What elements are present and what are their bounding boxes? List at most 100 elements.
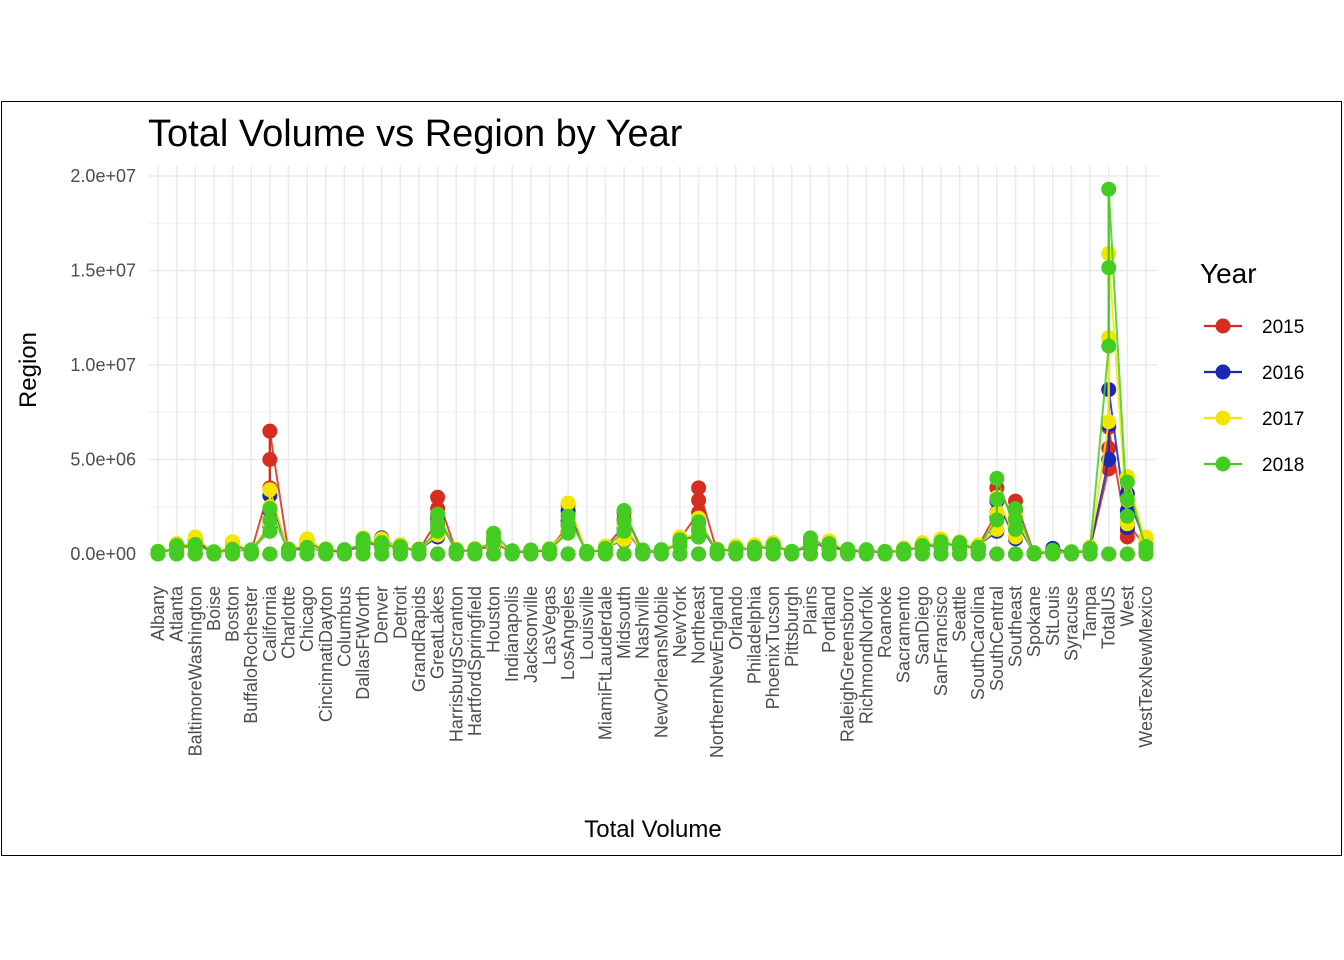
x-tick-label: Detroit: [390, 586, 410, 639]
x-tick-label: California: [260, 585, 280, 662]
x-tick-label: Indianapolis: [502, 586, 522, 682]
data-point: [280, 541, 296, 557]
data-point: [691, 492, 707, 508]
data-point: [1119, 474, 1135, 490]
data-point: [411, 541, 427, 557]
y-tick-label: 0.0e+00: [70, 544, 136, 564]
data-point: [374, 535, 390, 551]
data-point: [709, 542, 725, 558]
legend-key-point: [1215, 456, 1231, 472]
x-tick-labels: AlbanyAtlantaBaltimoreWashingtonBoiseBos…: [148, 585, 1156, 758]
data-point: [262, 523, 278, 539]
x-tick-label: TotalUS: [1099, 586, 1119, 649]
y-tick-labels: 0.0e+00 5.0e+06 1.0e+07 1.5e+07 2.0e+07: [70, 166, 136, 564]
data-point: [747, 539, 763, 555]
data-point: [1119, 508, 1135, 524]
legend-title: Year: [1200, 258, 1257, 289]
data-point: [430, 506, 446, 522]
x-tick-label: Tampa: [1080, 585, 1100, 640]
plot-frame: [1, 101, 1342, 856]
x-tick-label: CincinnatiDayton: [316, 586, 336, 722]
x-tick-label: HartfordSpringfield: [465, 586, 485, 736]
x-tick-label: BuffaloRochester: [241, 586, 261, 724]
x-tick-label: Chicago: [297, 586, 317, 652]
data-point: [336, 542, 352, 558]
data-point: [1008, 521, 1024, 537]
data-point: [1045, 542, 1061, 558]
x-tick-label: NewYork: [670, 585, 690, 657]
data-point: [560, 508, 576, 524]
y-tick-label: 1.5e+07: [70, 261, 136, 281]
data-point: [225, 541, 241, 557]
x-tick-label: WestTexNewMexico: [1136, 586, 1156, 748]
data-point: [896, 541, 912, 557]
x-tick-label: Nashville: [633, 586, 653, 659]
plot-panel: [148, 166, 1158, 561]
x-tick-label: GrandRapids: [409, 586, 429, 692]
data-point: [914, 537, 930, 553]
data-point: [691, 514, 707, 530]
x-tick-label: PhoenixTucson: [763, 586, 783, 709]
data-point: [1119, 546, 1135, 562]
data-point: [858, 542, 874, 558]
x-axis-title: Total Volume: [584, 816, 721, 843]
x-tick-label: Roanoke: [875, 586, 895, 658]
data-point: [989, 470, 1005, 486]
data-point: [970, 539, 986, 555]
data-point: [262, 501, 278, 517]
x-tick-label: LasVegas: [539, 586, 559, 665]
data-point: [616, 513, 632, 529]
x-tick-label: Houston: [484, 586, 504, 653]
x-tick-label: Syracuse: [1061, 586, 1081, 661]
legend-key-point: [1215, 318, 1231, 334]
x-tick-label: SouthCentral: [987, 586, 1007, 691]
data-point: [653, 542, 669, 558]
x-tick-label: Charlotte: [278, 586, 298, 659]
x-tick-label: Boise: [204, 586, 224, 631]
x-tick-label: StLouis: [1043, 586, 1063, 646]
x-tick-label: NewOrleansMobile: [651, 586, 671, 738]
data-point: [1101, 414, 1117, 430]
data-point: [989, 491, 1005, 507]
x-tick-label: Plains: [800, 586, 820, 635]
x-tick-label: Orlando: [726, 586, 746, 650]
data-point: [392, 538, 408, 554]
data-point: [1063, 544, 1079, 560]
x-tick-label: SanDiego: [912, 586, 932, 665]
x-tick-label: Albany: [148, 586, 168, 641]
data-point: [1101, 181, 1117, 197]
data-point: [635, 542, 651, 558]
data-point: [802, 530, 818, 546]
x-tick-label: West: [1117, 586, 1137, 627]
legend-label: 2018: [1262, 455, 1304, 476]
data-point: [877, 543, 893, 559]
y-tick-label: 5.0e+06: [70, 450, 136, 470]
data-point: [262, 423, 278, 439]
x-tick-label: Jacksonville: [521, 586, 541, 683]
legend-label: 2017: [1262, 409, 1304, 430]
legend: Year 2015 2016 2017 2018: [1200, 258, 1304, 476]
data-point: [840, 541, 856, 557]
x-tick-label: GreatLakes: [428, 586, 448, 679]
x-tick-label: Northeast: [689, 586, 709, 664]
series-marks: [150, 181, 1154, 562]
x-tick-label: Denver: [372, 586, 392, 644]
data-point: [262, 546, 278, 562]
x-tick-label: RichmondNorfolk: [856, 585, 876, 724]
data-point: [355, 531, 371, 547]
x-tick-label: Spokane: [1024, 586, 1044, 657]
data-point: [989, 546, 1005, 562]
legend-key-point: [1215, 364, 1231, 380]
data-point: [989, 512, 1005, 528]
data-point: [150, 543, 166, 559]
x-tick-label: HarrisburgScranton: [446, 586, 466, 742]
data-point: [616, 546, 632, 562]
data-point: [262, 482, 278, 498]
data-point: [784, 543, 800, 559]
data-point: [952, 535, 968, 551]
legend-key-point: [1215, 410, 1231, 426]
data-point: [1101, 260, 1117, 276]
x-tick-label: Atlanta: [167, 585, 187, 642]
x-tick-label: Southeast: [1006, 586, 1026, 667]
